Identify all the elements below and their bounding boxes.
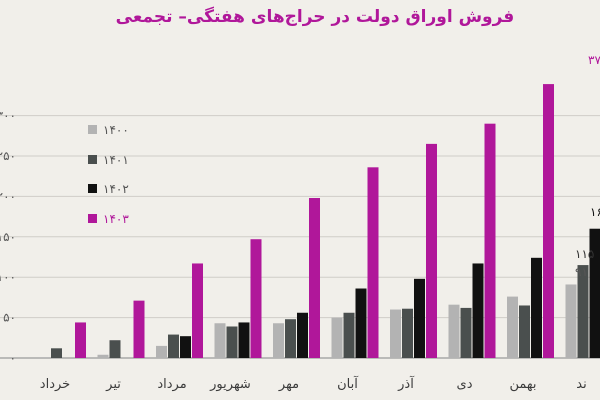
category-label: خرداد xyxy=(40,377,70,392)
category-label: آذر xyxy=(397,375,415,392)
y-tick-label: ۱۰۰ xyxy=(0,270,16,284)
bar-3-6 xyxy=(426,143,437,358)
bar-0-6 xyxy=(390,309,401,358)
category-label: مهر xyxy=(278,377,299,392)
bar-2-6 xyxy=(414,278,425,358)
bar-0-5 xyxy=(331,317,343,358)
category-label: تیر xyxy=(105,377,121,392)
legend-label: ۱۴۰۱ xyxy=(103,153,129,167)
data-label: ۹۱ xyxy=(575,265,588,279)
bar-0-1 xyxy=(97,354,109,358)
bar-0-4 xyxy=(273,323,284,358)
bar-2-5 xyxy=(355,288,367,358)
bar-2-3 xyxy=(238,322,250,358)
y-tick-label: ۱۵۰ xyxy=(0,230,16,244)
legend-swatch xyxy=(88,184,97,193)
data-label: ۱۶ xyxy=(590,205,600,219)
data-label: ۱۱۵ xyxy=(575,247,594,261)
bar-1-1 xyxy=(109,340,121,358)
y-tick-label: ۳۰۰ xyxy=(0,109,16,123)
bar-3-1 xyxy=(133,300,145,358)
legend-swatch xyxy=(88,155,97,164)
bar-3-7 xyxy=(484,123,496,359)
legend: ۱۴۰۰ ۱۴۰۱ ۱۴۰۲ ۱۴۰۳ xyxy=(88,123,129,226)
bars xyxy=(39,84,600,359)
y-axis-ticks: ۰ ۵۰ ۱۰۰ ۱۵۰ ۲۰۰ ۲۵۰ ۳۰۰ xyxy=(0,109,16,365)
bar-3-4 xyxy=(309,198,320,358)
bar-2-9 xyxy=(589,228,600,358)
data-labels: ۹۱ ۱۱۵ ۱۶ ۳۷ xyxy=(575,53,600,279)
bar-2-4 xyxy=(297,312,308,358)
bar-1-4 xyxy=(285,319,296,358)
bar-0-2 xyxy=(156,345,167,358)
category-label: دی xyxy=(457,377,473,392)
y-tick-label: ۲۰۰ xyxy=(0,189,16,203)
bar-0-9 xyxy=(565,284,577,358)
y-tick-label: ۵۰ xyxy=(3,311,16,325)
bar-2-2 xyxy=(180,336,191,358)
bar-0-7 xyxy=(448,304,460,358)
category-label: ند xyxy=(576,377,586,392)
bar-1-7 xyxy=(460,307,472,358)
legend-label: ۱۴۰۳ xyxy=(103,212,129,226)
bar-2-7 xyxy=(472,263,484,358)
chart-title: فروش اوراق دولت در حراج‌های هفتگی– تجمعی xyxy=(116,6,515,27)
legend-swatch xyxy=(88,125,97,134)
bar-1-9 xyxy=(577,265,589,358)
category-label: مرداد xyxy=(157,377,186,392)
x-axis-categories: خرداد تیر مرداد شهریور مهر آبان آذر دی بهمن ند xyxy=(40,375,587,392)
y-tick-label: ۰ xyxy=(10,351,16,365)
legend-swatch xyxy=(88,214,97,223)
y-tick-label: ۲۵۰ xyxy=(0,149,16,163)
bar-1-2 xyxy=(168,334,179,358)
category-label: بهمن xyxy=(509,377,536,392)
category-label: شهریور xyxy=(209,377,251,392)
category-label: آبان xyxy=(337,375,359,392)
bar-1-6 xyxy=(402,308,413,358)
bar-3-0 xyxy=(75,322,86,358)
bar-3-2 xyxy=(192,263,203,358)
bar-1-3 xyxy=(226,326,238,358)
bar-0-8 xyxy=(507,296,518,358)
legend-label: ۱۴۰۲ xyxy=(103,182,129,196)
bar-0-0 xyxy=(39,357,50,358)
data-label: ۳۷ xyxy=(588,53,600,67)
bar-0-3 xyxy=(214,323,226,358)
bar-3-5 xyxy=(367,167,379,358)
bar-1-5 xyxy=(343,312,355,358)
bar-3-3 xyxy=(250,239,262,358)
bar-1-8 xyxy=(519,305,530,358)
bar-1-0 xyxy=(51,348,62,358)
legend-label: ۱۴۰۰ xyxy=(103,123,129,137)
bar-2-8 xyxy=(531,257,542,358)
bar-3-8 xyxy=(543,84,554,358)
